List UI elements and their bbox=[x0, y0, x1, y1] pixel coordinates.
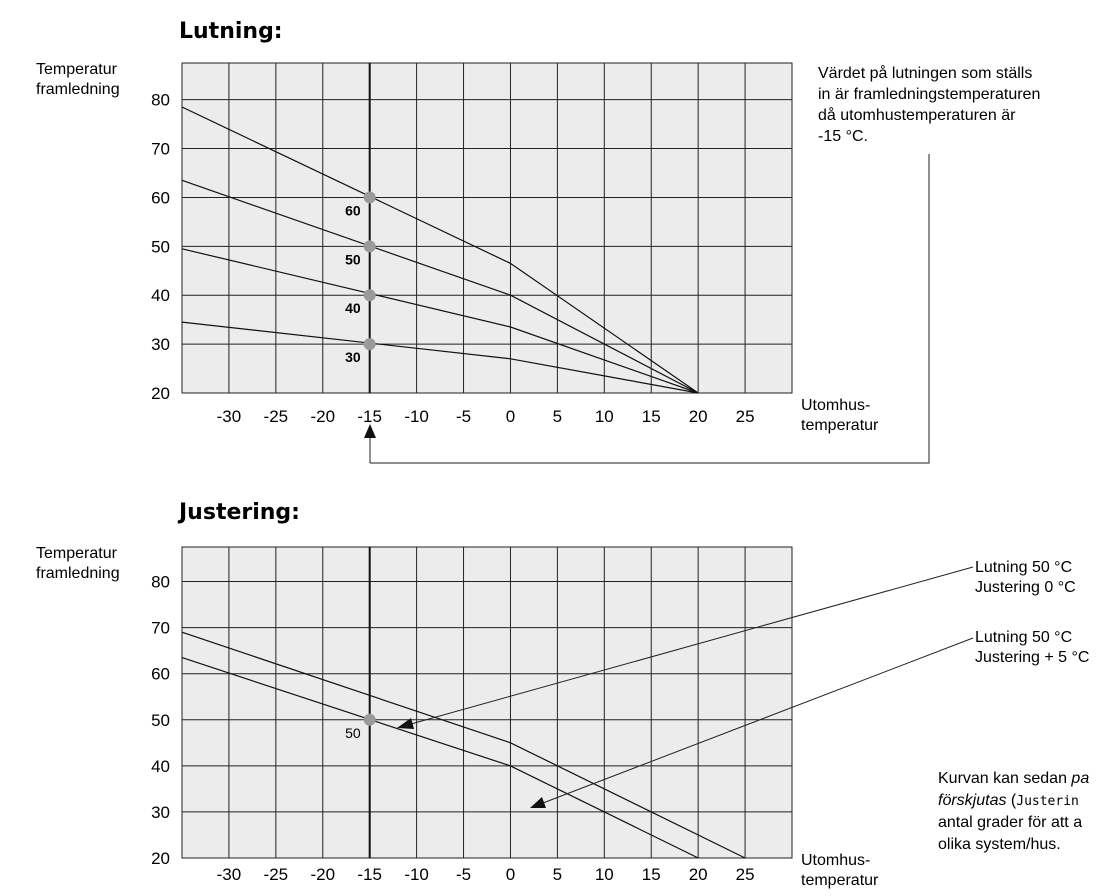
slope-ytick-label: 80 bbox=[151, 91, 170, 110]
adjust-note-line2: förskjutas (Justerin bbox=[938, 792, 1079, 809]
adjust-series-line bbox=[181, 631, 746, 859]
callout-2-arrowhead bbox=[530, 797, 546, 808]
adjust-point bbox=[363, 713, 376, 726]
slope-ytick-label: 40 bbox=[151, 286, 170, 305]
adjust-ytick-label: 20 bbox=[151, 849, 170, 868]
slope-xtick-label: -30 bbox=[217, 407, 242, 426]
slope-note-line3: då utomhustemperaturen är bbox=[818, 106, 1016, 124]
slope-chart-ylabel-line2: framledning bbox=[36, 81, 120, 98]
callout-justering-0: Lutning 50 °C Justering 0 °C bbox=[975, 559, 1076, 596]
adjust-chart-xlabel-line1: Utomhus- bbox=[801, 852, 870, 869]
adjust-xtick-label: 10 bbox=[595, 865, 614, 884]
callout-2-line2: Justering + 5 °C bbox=[975, 649, 1089, 666]
slope-series-line bbox=[181, 321, 699, 394]
slope-ytick-label: 50 bbox=[151, 237, 170, 256]
slope-note-line1: Värdet på lutningen som ställs bbox=[818, 64, 1032, 82]
slope-chart-xlabel-line2: temperatur bbox=[801, 417, 879, 434]
adjust-chart-xlabel-line2: temperatur bbox=[801, 872, 879, 889]
adjust-note-line4: olika system/hus. bbox=[938, 836, 1061, 853]
slope-note-connector bbox=[370, 154, 930, 464]
slope-xtick-label: 5 bbox=[553, 407, 562, 426]
slope-xtick-label: -5 bbox=[456, 407, 471, 426]
callout-justering-5: Lutning 50 °C Justering + 5 °C bbox=[975, 629, 1089, 666]
callout-1-arrowhead bbox=[397, 718, 414, 729]
slope-note-line2: in är framledningstemperaturen bbox=[818, 86, 1040, 103]
adjust-chart: Justering: Temperatur framledning Utomhu… bbox=[36, 500, 879, 889]
adjust-xtick-label: -10 bbox=[404, 865, 429, 884]
adjust-xtick-label: 5 bbox=[553, 865, 562, 884]
slope-ytick-label: 20 bbox=[151, 384, 170, 403]
callout-1-leader bbox=[410, 566, 974, 725]
slope-chart: Lutning: Temperatur framledning Utomhus-… bbox=[36, 19, 879, 434]
adjust-ytick-label: 30 bbox=[151, 803, 170, 822]
slope-xtick-label: 0 bbox=[506, 407, 515, 426]
adjust-ytick-label: 60 bbox=[151, 665, 170, 684]
slope-chart-title: Lutning: bbox=[179, 19, 283, 44]
slope-ytick-label: 70 bbox=[151, 140, 170, 159]
slope-point bbox=[363, 338, 376, 351]
slope-chart-xlabel-line1: Utomhus- bbox=[801, 397, 870, 414]
adjust-note-line3: antal grader för att a bbox=[938, 814, 1082, 831]
adjust-xtick-label: 20 bbox=[689, 865, 708, 884]
slope-point-label: 40 bbox=[345, 300, 361, 316]
adjust-xtick-label: -15 bbox=[357, 865, 382, 884]
slope-xtick-label: 20 bbox=[689, 407, 708, 426]
adjust-ytick-label: 40 bbox=[151, 757, 170, 776]
callout-1-line2: Justering 0 °C bbox=[975, 579, 1076, 596]
slope-point bbox=[363, 289, 376, 302]
adjust-chart-ylabel-line2: framledning bbox=[36, 565, 120, 582]
slope-xtick-label: -10 bbox=[404, 407, 429, 426]
callout-1-line1: Lutning 50 °C bbox=[975, 559, 1072, 576]
adjust-ytick-label: 50 bbox=[151, 711, 170, 730]
callout-2-leader bbox=[542, 637, 974, 804]
slope-note-line4: -15 °C. bbox=[818, 128, 868, 145]
slope-series-line bbox=[181, 248, 699, 394]
adjust-xtick-label: -30 bbox=[217, 865, 242, 884]
slope-ytick-label: 60 bbox=[151, 188, 170, 207]
adjust-xtick-label: -25 bbox=[264, 865, 289, 884]
slope-xtick-label: -20 bbox=[310, 407, 335, 426]
slope-xtick-label: 25 bbox=[736, 407, 755, 426]
slope-ytick-label: 30 bbox=[151, 335, 170, 354]
slope-xtick-label: -25 bbox=[264, 407, 289, 426]
adjust-note-line1: Kurvan kan sedan pa bbox=[938, 770, 1089, 787]
slope-series-line bbox=[181, 179, 699, 394]
slope-xtick-label: 15 bbox=[642, 407, 661, 426]
adjust-note: Kurvan kan sedan pa förskjutas (Justerin… bbox=[938, 770, 1089, 853]
adjust-point-label: 50 bbox=[345, 725, 361, 741]
slope-point-label: 60 bbox=[345, 202, 361, 218]
slope-point bbox=[363, 240, 376, 253]
adjust-chart-title: Justering: bbox=[177, 500, 300, 525]
adjust-xtick-label: -20 bbox=[310, 865, 335, 884]
adjust-xtick-label: 0 bbox=[506, 865, 515, 884]
slope-point bbox=[363, 191, 376, 204]
adjust-xtick-label: -5 bbox=[456, 865, 471, 884]
slope-note: Värdet på lutningen som ställs in är fra… bbox=[818, 64, 1040, 145]
adjust-series-line bbox=[181, 657, 699, 859]
callout-2-line1: Lutning 50 °C bbox=[975, 629, 1072, 646]
slope-note-arrowhead bbox=[364, 424, 376, 438]
adjust-ytick-label: 70 bbox=[151, 619, 170, 638]
slope-plot-area bbox=[181, 62, 793, 394]
slope-xtick-label: -15 bbox=[357, 407, 382, 426]
adjust-ytick-label: 80 bbox=[151, 573, 170, 592]
slope-chart-ylabel-line1: Temperatur bbox=[36, 61, 118, 78]
slope-point-label: 50 bbox=[345, 251, 361, 267]
slope-point-label: 30 bbox=[345, 349, 361, 365]
slope-series-line bbox=[181, 106, 699, 394]
adjust-chart-ylabel-line1: Temperatur bbox=[36, 545, 118, 562]
slope-xtick-label: 10 bbox=[595, 407, 614, 426]
adjust-xtick-label: 15 bbox=[642, 865, 661, 884]
adjust-xtick-label: 25 bbox=[736, 865, 755, 884]
